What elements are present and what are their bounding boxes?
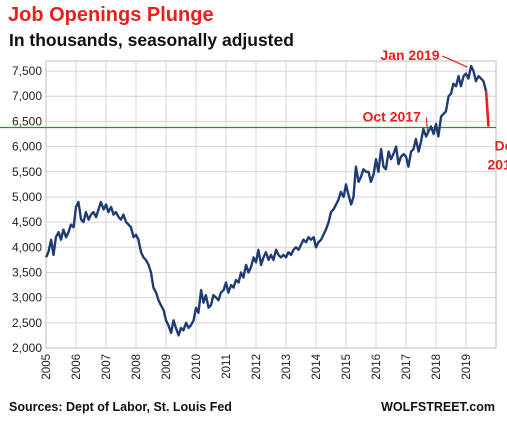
- annotation-leader: [442, 55, 468, 68]
- series-line: [44, 64, 488, 337]
- chart-subtitle: In thousands, seasonally adjusted: [9, 30, 294, 50]
- annotation-label: Oct 2017: [363, 108, 422, 124]
- y-tick-label: 5,500: [12, 165, 42, 179]
- x-tick-label: 2018: [431, 354, 443, 380]
- x-tick-label: 2013: [281, 354, 293, 380]
- x-tick-label: 2016: [371, 354, 383, 380]
- x-tick-label: 2011: [221, 354, 233, 379]
- x-tick-label: 2019: [461, 354, 473, 380]
- y-tick-label: 3,500: [12, 265, 42, 279]
- x-tick-label: 2008: [131, 354, 143, 380]
- x-tick-label: 2010: [191, 354, 203, 380]
- y-tick-label: 4,500: [12, 215, 42, 229]
- annotation-label: Dec: [495, 137, 507, 153]
- y-tick-label: 6,500: [12, 114, 42, 128]
- brand-label: WOLFSTREET.com: [381, 400, 495, 414]
- x-tick-label: 2017: [401, 354, 413, 380]
- y-tick-label: 7,500: [12, 64, 42, 78]
- y-tick-label: 5,000: [12, 190, 42, 204]
- y-tick-label: 2,000: [12, 341, 42, 355]
- source-note: Sources: Dept of Labor, St. Louis Fed: [9, 400, 232, 414]
- x-tick-label: 2007: [101, 354, 113, 380]
- annotation-label: Jan 2019: [380, 47, 439, 63]
- annotation-label: 2019: [488, 156, 507, 172]
- x-tick-label: 2006: [71, 354, 83, 380]
- plot-frame: [45, 60, 497, 349]
- y-tick-label: 3,000: [12, 291, 42, 305]
- x-tick-label: 2014: [311, 353, 323, 379]
- y-tick-label: 4,000: [12, 240, 42, 254]
- annotation-leader: [425, 117, 429, 133]
- x-tick-label: 2012: [251, 354, 263, 380]
- x-tick-label: 2005: [41, 354, 53, 380]
- y-tick-label: 7,000: [12, 89, 42, 103]
- x-tick-label: 2009: [161, 354, 173, 380]
- x-tick-label: 2015: [341, 354, 353, 380]
- series-line-highlight: [484, 91, 490, 127]
- y-tick-label: 2,500: [12, 316, 42, 330]
- y-tick-label: 6,000: [12, 140, 42, 154]
- chart-title: Job Openings Plunge: [8, 4, 214, 26]
